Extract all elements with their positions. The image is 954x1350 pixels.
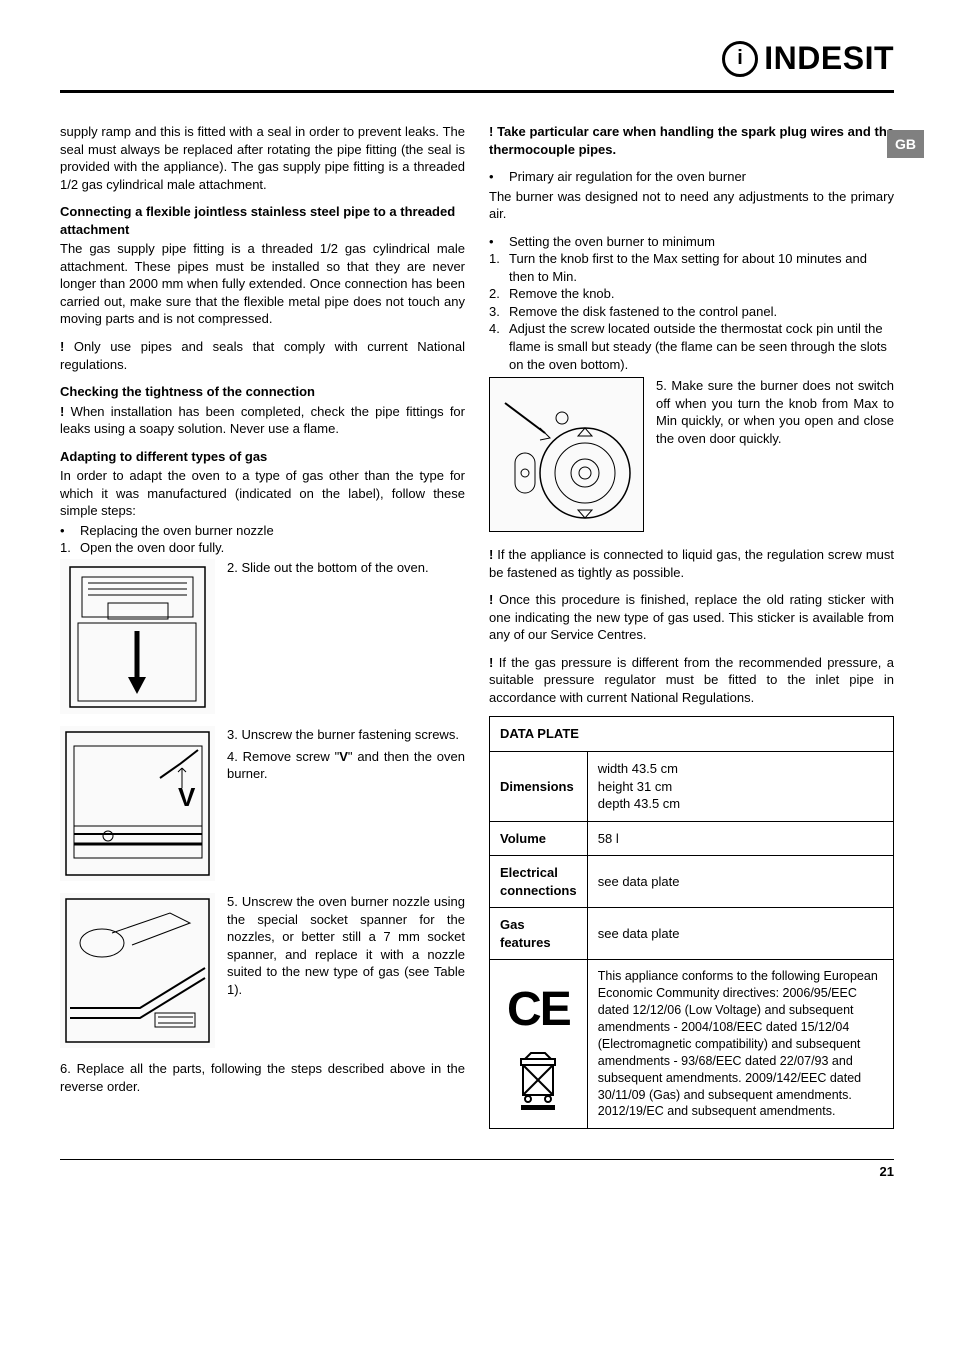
electrical-l1: Electrical [500, 864, 577, 882]
table-row: Volume 58 l [490, 821, 894, 856]
para-adapting: In order to adapt the oven to a type of … [60, 467, 465, 520]
volume-label: Volume [490, 821, 588, 856]
burner-screw-figure: V [60, 726, 215, 881]
certification-icons: CE [490, 960, 588, 1129]
page-footer: 21 [60, 1159, 894, 1179]
step-text: Remove the disk fastened to the control … [509, 303, 777, 321]
header-rule [60, 90, 894, 93]
step-text: Open the oven door fully. [80, 539, 224, 557]
dimensions-value: width 43.5 cm height 31 cm depth 43.5 cm [587, 752, 893, 822]
step-text: Adjust the screw located outside the the… [509, 320, 894, 373]
list-item: • Replacing the oven burner nozzle [60, 522, 465, 540]
oven-drawer-figure [60, 559, 215, 714]
region-tab: GB [887, 130, 924, 158]
table-row: CE [490, 960, 894, 1129]
table-row: Electrical connections see data plate [490, 856, 894, 908]
list-item: 1. Open the oven door fully. [60, 539, 465, 557]
data-plate-table: DATA PLATE Dimensions width 43.5 cm heig… [489, 716, 894, 1129]
weee-bin-icon [504, 1051, 573, 1111]
nozzle-spanner-figure [60, 893, 215, 1048]
electrical-l2: connections [500, 882, 577, 900]
replace-nozzle-steps: • Replacing the oven burner nozzle 1. Op… [60, 522, 465, 557]
warning-liquid-gas: If the appliance is connected to liquid … [489, 546, 894, 581]
bullet-text: Setting the oven burner to minimum [509, 233, 715, 251]
step-4: 4. Remove screw "V" and then the oven bu… [227, 748, 465, 783]
volume-value: 58 l [587, 821, 893, 856]
step-text: Turn the knob first to the Max setting f… [509, 250, 894, 285]
content-columns: supply ramp and this is fitted with a se… [60, 123, 894, 1129]
figure-step-5-burner-check: 5. Make sure the burner does not switch … [489, 377, 894, 532]
bullet-icon: • [489, 168, 503, 186]
step-text: Remove the knob. [509, 285, 615, 303]
thermostat-screw-figure [489, 377, 644, 532]
heading-flex-pipe: Connecting a flexible jointless stainles… [60, 203, 465, 238]
step-4-a: 4. Remove screw " [227, 749, 339, 764]
step-2-text: 2. Slide out the bottom of the oven. [227, 559, 465, 577]
warning-pressure: If the gas pressure is different from th… [489, 654, 894, 707]
primary-air-block: • Primary air regulation for the oven bu… [489, 168, 894, 186]
step-number: 4. [489, 320, 503, 373]
dim-depth: depth 43.5 cm [598, 795, 883, 813]
step-5-text: 5. Unscrew the oven burner nozzle using … [227, 893, 465, 998]
ce-mark-icon: CE [504, 978, 573, 1043]
step-3: 3. Unscrew the burner fastening screws. [227, 726, 465, 744]
warning-tightness: When installation has been completed, ch… [60, 403, 465, 438]
electrical-value: see data plate [587, 856, 893, 908]
step-5-burner-text: 5. Make sure the burner does not switch … [656, 377, 894, 447]
heading-tightness: Checking the tightness of the connection [60, 383, 465, 401]
brand-logo-text: INDESIT [764, 40, 894, 77]
brand-logo-symbol: i [722, 41, 758, 77]
left-column: supply ramp and this is fitted with a se… [60, 123, 465, 1129]
heading-adapting: Adapting to different types of gas [60, 448, 465, 466]
step-3-4-text: 3. Unscrew the burner fastening screws. … [227, 726, 465, 787]
table-row: Gas features see data plate [490, 908, 894, 960]
para-flex-pipe: The gas supply pipe fitting is a threade… [60, 240, 465, 328]
step-6: 6. Replace all the parts, following the … [60, 1060, 465, 1095]
list-item: 2. Remove the knob. [489, 285, 894, 303]
right-column: Take particular care when handling the s… [489, 123, 894, 1129]
bullet-icon: • [60, 522, 74, 540]
intro-paragraph: supply ramp and this is fitted with a se… [60, 123, 465, 193]
gas-value: see data plate [587, 908, 893, 960]
list-item: 1. Turn the knob first to the Max settin… [489, 250, 894, 285]
step-number: 3. [489, 303, 503, 321]
warning-sticker: Once this procedure is finished, replace… [489, 591, 894, 644]
list-item: 4. Adjust the screw located outside the … [489, 320, 894, 373]
compliance-text: This appliance conforms to the following… [587, 960, 893, 1129]
step-text: Replacing the oven burner nozzle [80, 522, 274, 540]
electrical-label: Electrical connections [490, 856, 588, 908]
table-row: Dimensions width 43.5 cm height 31 cm de… [490, 752, 894, 822]
list-item: • Setting the oven burner to minimum [489, 233, 894, 251]
setting-min-steps: • Setting the oven burner to minimum 1. … [489, 233, 894, 373]
dim-width: width 43.5 cm [598, 760, 883, 778]
figure-step-2: 2. Slide out the bottom of the oven. [60, 559, 465, 714]
dimensions-label: Dimensions [490, 752, 588, 822]
warning-pipes-seals: Only use pipes and seals that comply wit… [60, 338, 465, 373]
para-primary-air: The burner was designed not to need any … [489, 188, 894, 223]
bullet-icon: • [489, 233, 503, 251]
gas-label: Gas features [490, 908, 588, 960]
svg-text:V: V [178, 782, 196, 812]
page-number: 21 [880, 1164, 894, 1179]
step-4-v: V [339, 749, 348, 764]
step-number: 1. [489, 250, 503, 285]
list-item: 3. Remove the disk fastened to the contr… [489, 303, 894, 321]
dim-height: height 31 cm [598, 778, 883, 796]
data-plate-title: DATA PLATE [490, 717, 894, 752]
step-number: 2. [489, 285, 503, 303]
brand-logo: i INDESIT [722, 40, 894, 77]
figure-step-5: 5. Unscrew the oven burner nozzle using … [60, 893, 465, 1048]
list-item: • Primary air regulation for the oven bu… [489, 168, 894, 186]
figure-step-3-4: V 3. Unscrew the burner fastening screws… [60, 726, 465, 881]
step-number: 1. [60, 539, 74, 557]
bullet-text: Primary air regulation for the oven burn… [509, 168, 746, 186]
warning-spark-plug: Take particular care when handling the s… [489, 123, 894, 158]
